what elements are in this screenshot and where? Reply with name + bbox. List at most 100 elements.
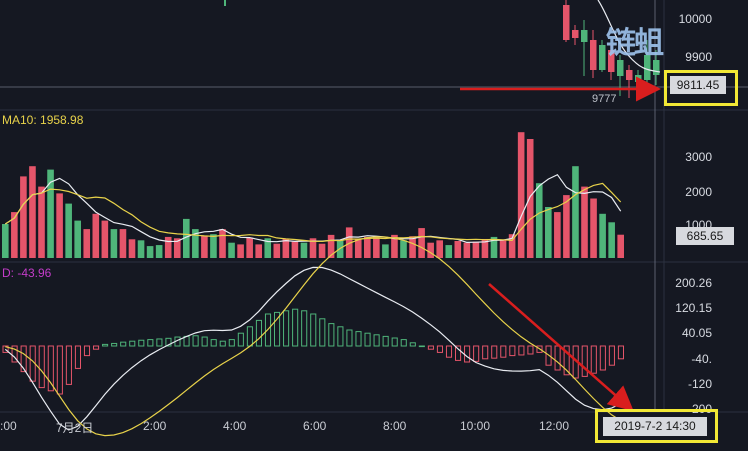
macd-histogram-bar (165, 337, 172, 347)
macd-histogram-bar (418, 345, 425, 348)
volume-bar (608, 222, 615, 258)
macd-histogram-bar (355, 331, 362, 347)
macd-histogram-bar (608, 345, 615, 366)
volume-bar (309, 238, 317, 258)
volume-bar (20, 176, 27, 258)
macd-tick-neg120: -120 (687, 377, 712, 391)
volume-bar (526, 139, 534, 258)
volume-bar (146, 246, 154, 258)
volume-bar (237, 244, 244, 258)
volume-bar (300, 242, 308, 258)
volume-bar (382, 244, 389, 258)
macd-histogram-bar (409, 342, 416, 347)
volume-bar (47, 169, 54, 258)
candle-body (581, 30, 588, 42)
x-tick-7: 12:00 (539, 419, 570, 433)
volume-bar (499, 240, 507, 258)
volume-bar (563, 195, 570, 258)
price-ma-line (597, 0, 661, 73)
x-tick-5: 8:00 (383, 419, 407, 433)
volume-bar (173, 238, 181, 258)
volume-bar (201, 235, 208, 258)
macd-histogram-bar (491, 345, 498, 359)
volume-bar (354, 238, 362, 258)
macd-histogram-bar (255, 319, 262, 347)
volume-bar (517, 132, 525, 258)
macd-histogram-bar (400, 339, 407, 347)
macd-histogram-bar (47, 345, 54, 392)
low-price-label: 9777 (592, 93, 617, 105)
volume-bar (74, 220, 81, 258)
x-tick-2: 2:00 (143, 419, 167, 433)
volume-bar (599, 213, 606, 258)
macd-histogram-bar (156, 338, 163, 347)
volume-bar (581, 186, 588, 258)
macd-histogram-bar (310, 313, 317, 347)
macd-histogram-bar (192, 335, 199, 347)
candle-body (644, 55, 651, 80)
volume-bar (409, 236, 416, 258)
macd-histogram-bar (527, 345, 534, 355)
volume-bar (472, 241, 480, 258)
candle-body (599, 45, 606, 70)
macd-histogram-bar (20, 345, 27, 373)
macd-histogram-bar (120, 341, 127, 347)
volume-bar (427, 242, 434, 258)
macd-histogram-bar (373, 334, 380, 347)
macd-histogram-bar (292, 308, 299, 347)
volume-bar (572, 166, 579, 258)
volume-tick-2000: 2000 (685, 185, 712, 199)
volume-bar (219, 229, 226, 258)
volume-bar (418, 228, 425, 258)
macd-histogram-bar (2, 345, 9, 353)
volume-tick-3000: 3000 (685, 150, 712, 164)
volume-bar (110, 229, 118, 258)
macd-histogram-bar (563, 345, 570, 376)
macd-histogram-bar (56, 345, 63, 395)
macd-histogram-bar (554, 345, 561, 371)
volume-bar (155, 245, 163, 258)
macd-histogram-bar (509, 345, 516, 357)
macd-histogram-bar (111, 342, 118, 347)
macd-histogram-bar (500, 345, 507, 358)
macd-histogram-bar (228, 339, 235, 347)
volume-bar (29, 166, 36, 258)
macd-histogram-bar (301, 310, 308, 347)
macd-histogram-bar (590, 345, 597, 374)
volume-bar (617, 234, 624, 258)
volume-bar (210, 234, 217, 258)
macd-histogram-bar (102, 343, 109, 347)
macd-histogram-bar (201, 336, 208, 347)
volume-bar (535, 183, 543, 258)
macd-histogram-bar (617, 345, 625, 360)
volume-bar (137, 240, 145, 258)
x-tick-3: 4:00 (223, 419, 247, 433)
macd-histogram-bar (237, 332, 244, 347)
x-tick-6: 10:00 (460, 419, 491, 433)
volume-ma10-line (4, 182, 622, 243)
volume-bar (454, 241, 462, 258)
macd-histogram-bar (129, 340, 136, 347)
volume-bar (164, 236, 172, 258)
volume-bar (119, 229, 127, 258)
time-highlight-box (595, 409, 718, 443)
macd-histogram-bar (264, 313, 272, 347)
volume-bar (291, 241, 299, 258)
crosshair-time-label: 2019-7-2 14:30 (603, 417, 707, 436)
volume-bar (282, 238, 290, 258)
macd-histogram-bar (473, 345, 480, 362)
macd-histogram-bar (545, 345, 552, 366)
volume-bar (92, 213, 100, 258)
macd-histogram-bar (427, 345, 434, 350)
current-price-label: 9811.45 (670, 76, 726, 94)
macd-histogram-bar (536, 345, 543, 353)
price-highlight-box (664, 70, 738, 106)
macd-histogram-bar (138, 339, 145, 347)
macd-tick-200: 200.26 (675, 276, 712, 290)
volume-bar (183, 218, 190, 258)
volume-bar (255, 244, 262, 258)
macd-histogram-bar (93, 345, 100, 350)
candle-body (572, 30, 579, 38)
